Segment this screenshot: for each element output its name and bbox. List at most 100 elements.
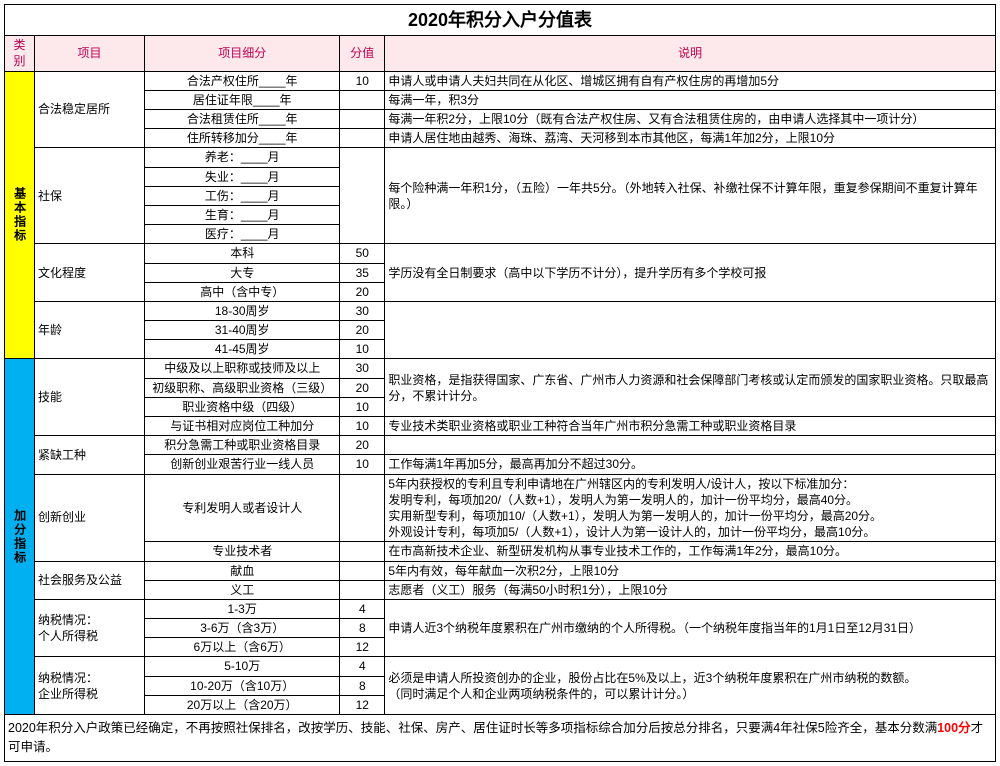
score-cell: 12 (340, 695, 385, 714)
table-row: 纳税情况： 个人所得税 1-3万 4 申请人近3个纳税年度累积在广州市缴纳的个人… (5, 599, 996, 618)
table-row: 义工 志愿者（义工）服务（每满50小时积1分），上限10分 (5, 580, 996, 599)
score-cell: 10 (340, 71, 385, 90)
score-cell (340, 110, 385, 129)
desc-cell: 在市高新技术企业、新型研发机构从事专业技术工作的，工作每满1年2分，最高10分。 (385, 542, 996, 561)
sub-cell: 大专 (145, 263, 340, 282)
desc-cell: 每满一年积2分，上限10分（既有合法产权住房、又有合法租赁住房的，由申请人选择其… (385, 110, 996, 129)
desc-cell: 专业技术类职业资格或职业工种符合当年广州市积分急需工种或职业资格目录 (385, 417, 996, 436)
table-row: 加分指标 技能 中级及以上职称或技师及以上 30 职业资格，是指获得国家、广东省… (5, 359, 996, 378)
desc-cell: 5年内有效，每年献血一次积2分，上限10分 (385, 561, 996, 580)
sub-cell: 1-3万 (145, 599, 340, 618)
project-tax-corp: 纳税情况： 企业所得税 (35, 657, 145, 715)
sub-cell: 失业：____月 (145, 167, 340, 186)
table-row: 紧缺工种 积分急需工种或职业资格目录 20 (5, 436, 996, 455)
desc-cell: 职业资格，是指获得国家、广东省、广州市人力资源和社会保障部门考核或认定而颁发的国… (385, 359, 996, 417)
title-row: 2020年积分入户分值表 (5, 5, 996, 36)
score-cell (340, 542, 385, 561)
desc-cell: 每满一年，积3分 (385, 90, 996, 109)
score-cell: 20 (340, 378, 385, 397)
score-cell (340, 129, 385, 148)
sub-cell: 合法产权住所____年 (145, 71, 340, 90)
hdr-sub: 项目细分 (145, 36, 340, 71)
score-cell: 20 (340, 282, 385, 301)
sub-cell: 3-6万（含3万） (145, 619, 340, 638)
desc-cell (385, 301, 996, 359)
footer-prefix: 2020年积分入户政策已经确定，不再按照社保排名，改按学历、技能、社保、房产、居… (8, 721, 937, 735)
sub-cell: 6万以上（含6万） (145, 638, 340, 657)
sub-cell: 本科 (145, 244, 340, 263)
table-row: 基本指标 合法稳定居所 合法产权住所____年 10 申请人或申请人夫妇共同在从… (5, 71, 996, 90)
score-cell: 12 (340, 638, 385, 657)
sub-cell: 合法租赁住所____年 (145, 110, 340, 129)
points-table: 2020年积分入户分值表 类别 项目 项目细分 分值 说明 基本指标 合法稳定居… (4, 4, 996, 762)
category-bonus: 加分指标 (5, 359, 35, 715)
desc-cell: 志愿者（义工）服务（每满50小时积1分），上限10分 (385, 580, 996, 599)
table-row: 年龄 18-30周岁 30 (5, 301, 996, 320)
header-row: 类别 项目 项目细分 分值 说明 (5, 36, 996, 71)
project-edu: 文化程度 (35, 244, 145, 302)
sub-cell: 与证书相对应岗位工种加分 (145, 417, 340, 436)
sub-cell: 中级及以上职称或技师及以上 (145, 359, 340, 378)
sub-cell: 专利发明人或者设计人 (145, 474, 340, 542)
sub-cell: 18-30周岁 (145, 301, 340, 320)
project-age: 年龄 (35, 301, 145, 359)
desc-cell: 工作每满1年再加5分，最高再加分不超过30分。 (385, 455, 996, 474)
sub-cell: 10-20万（含10万） (145, 676, 340, 695)
footer-row: 2020年积分入户政策已经确定，不再按照社保排名，改按学历、技能、社保、房产、居… (5, 715, 996, 762)
sub-cell: 31-40周岁 (145, 321, 340, 340)
table-row: 社保 养老：____月 每个险种满一年积1分，（五险）一年共5分。（外地转入社保… (5, 148, 996, 167)
project-service: 社会服务及公益 (35, 561, 145, 599)
sub-cell: 初级职称、高级职业资格（三级） (145, 378, 340, 397)
score-cell: 8 (340, 619, 385, 638)
sub-cell: 居住证年限____年 (145, 90, 340, 109)
score-cell (340, 90, 385, 109)
hdr-desc: 说明 (385, 36, 996, 71)
score-cell: 20 (340, 321, 385, 340)
sub-cell: 41-45周岁 (145, 340, 340, 359)
table-row: 合法租赁住所____年 每满一年积2分，上限10分（既有合法产权住房、又有合法租… (5, 110, 996, 129)
score-cell: 30 (340, 301, 385, 320)
score-cell (340, 580, 385, 599)
desc-cell: 5年内获授权的专利且专利申请地在广州辖区内的专利发明人/设计人，按以下标准加分：… (385, 474, 996, 542)
table-title: 2020年积分入户分值表 (5, 5, 996, 36)
table-row: 创新创业 专利发明人或者设计人 5年内获授权的专利且专利申请地在广州辖区内的专利… (5, 474, 996, 542)
sub-cell: 献血 (145, 561, 340, 580)
footer-note: 2020年积分入户政策已经确定，不再按照社保排名，改按学历、技能、社保、房产、居… (5, 715, 996, 762)
sub-cell: 医疗：____月 (145, 225, 340, 244)
sub-cell: 义工 (145, 580, 340, 599)
score-cell (340, 561, 385, 580)
table-row: 创新创业艰苦行业一线人员 10 工作每满1年再加5分，最高再加分不超过30分。 (5, 455, 996, 474)
table-row: 专业技术者 在市高新技术企业、新型研发机构从事专业技术工作的，工作每满1年2分，… (5, 542, 996, 561)
sub-cell: 生育：____月 (145, 205, 340, 224)
desc-cell: 申请人近3个纳税年度累积在广州市缴纳的个人所得税。（一个纳税年度指当年的1月1日… (385, 599, 996, 657)
sub-cell: 工伤：____月 (145, 186, 340, 205)
table-row: 居住证年限____年 每满一年，积3分 (5, 90, 996, 109)
desc-cell: 每个险种满一年积1分，（五险）一年共5分。（外地转入社保、补缴社保不计算年限，重… (385, 148, 996, 244)
project-skill: 技能 (35, 359, 145, 436)
hdr-category: 类别 (5, 36, 35, 71)
score-cell (340, 474, 385, 542)
table-row: 纳税情况： 企业所得税 5-10万 4 必须是申请人所投资创办的企业，股份占比在… (5, 657, 996, 676)
footer-highlight: 100分 (937, 721, 970, 735)
sub-cell: 高中（含中专） (145, 282, 340, 301)
score-cell: 8 (340, 676, 385, 695)
score-cell: 4 (340, 657, 385, 676)
desc-cell: 必须是申请人所投资创办的企业，股份占比在5%及以上，近3个纳税年度累积在广州市纳… (385, 657, 996, 715)
sub-cell: 职业资格中级（四级） (145, 397, 340, 416)
sub-cell: 住所转移加分____年 (145, 129, 340, 148)
table-row: 社会服务及公益 献血 5年内有效，每年献血一次积2分，上限10分 (5, 561, 996, 580)
score-cell: 10 (340, 455, 385, 474)
project-residence: 合法稳定居所 (35, 71, 145, 148)
sub-cell: 积分急需工种或职业资格目录 (145, 436, 340, 455)
score-cell: 10 (340, 340, 385, 359)
project-social: 社保 (35, 148, 145, 244)
score-cell: 20 (340, 436, 385, 455)
project-shortage: 紧缺工种 (35, 436, 145, 474)
table-row: 住所转移加分____年 申请人居住地由越秀、海珠、荔湾、天河移到本市其他区，每满… (5, 129, 996, 148)
hdr-score: 分值 (340, 36, 385, 71)
desc-cell: 学历没有全日制要求（高中以下学历不计分），提升学历有多个学校可报 (385, 244, 996, 302)
score-cell: 35 (340, 263, 385, 282)
sub-cell: 专业技术者 (145, 542, 340, 561)
desc-cell: 申请人或申请人夫妇共同在从化区、增城区拥有自有产权住房的再增加5分 (385, 71, 996, 90)
category-basic: 基本指标 (5, 71, 35, 359)
